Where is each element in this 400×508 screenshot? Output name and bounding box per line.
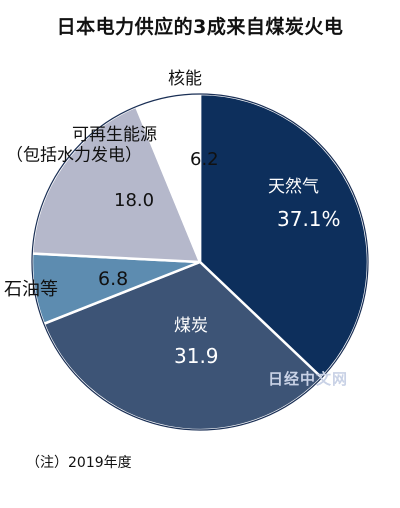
watermark: 日经中文网 [268,370,349,388]
slice-value-label: 6.2 [190,149,219,170]
chart-note: （注）2019年度 [26,455,132,471]
pie-outline [31,93,369,431]
chart-title: 日本电力供应的3成来自煤炭火电 [56,16,344,38]
slice-value-label: 6.8 [98,268,128,290]
slice-label: 可再生能源（包括水力发电） [6,125,157,165]
slice-value-label: 37.1% [277,207,341,231]
slice-label: 石油等 [4,279,58,300]
slice-label: 核能 [168,69,202,89]
slice-label: 天然气 [268,177,319,197]
slice-value-label: 31.9 [174,344,219,368]
slice-value-label: 18.0 [114,190,154,211]
slice-label: 煤炭 [174,316,208,336]
